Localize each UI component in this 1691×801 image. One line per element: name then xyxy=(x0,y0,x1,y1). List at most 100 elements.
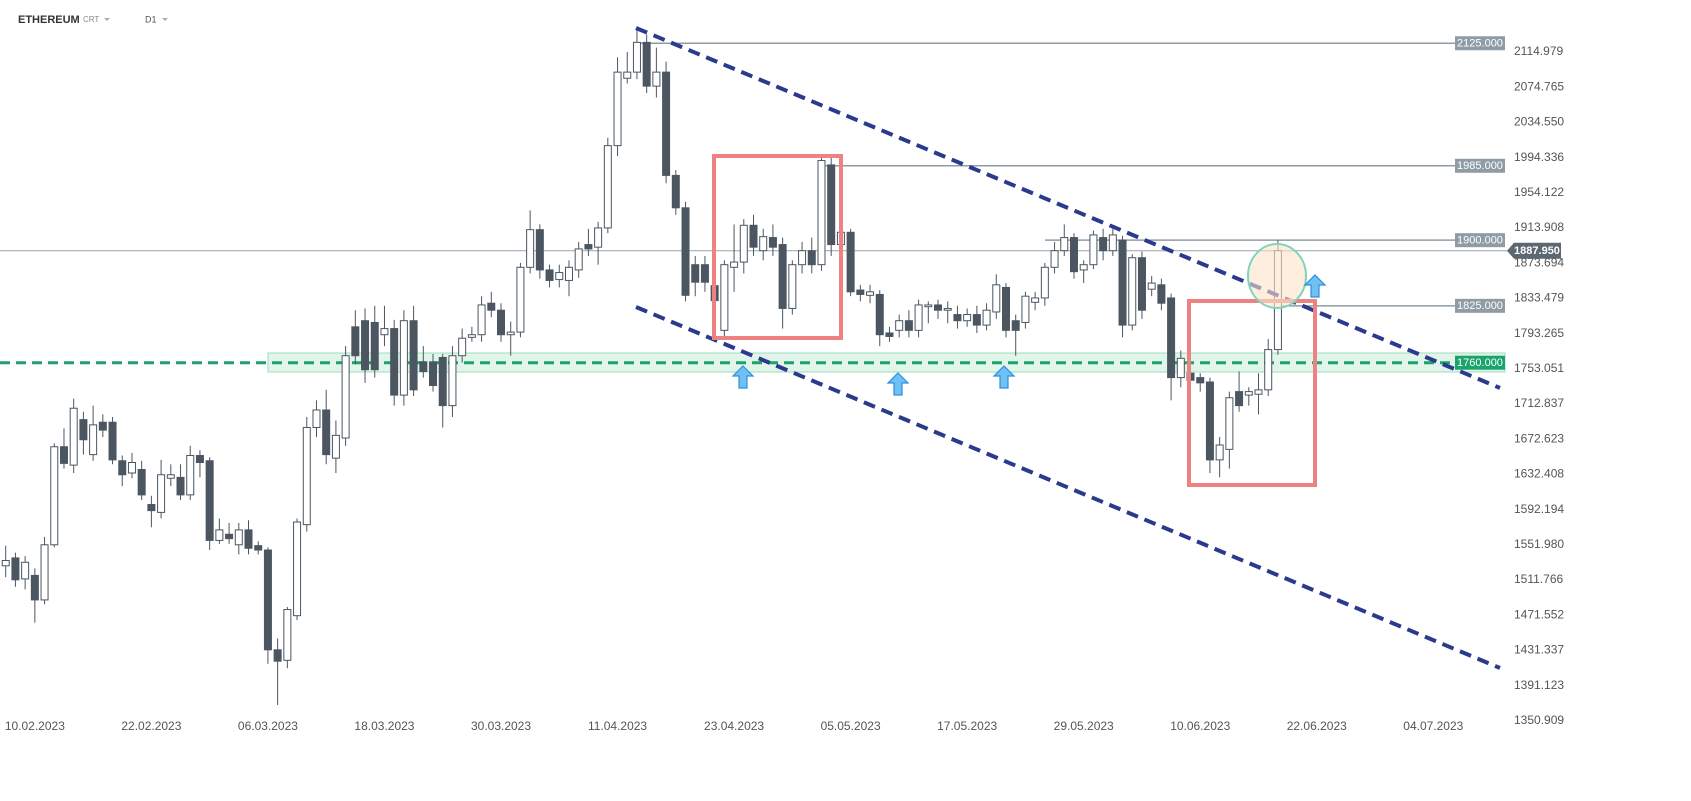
dropdown-caret[interactable] xyxy=(104,18,110,21)
candle-body xyxy=(914,304,923,331)
x-tick-label: 17.05.2023 xyxy=(937,719,997,733)
y-tick-label: 1511.766 xyxy=(1514,572,1563,586)
candle-body xyxy=(516,266,525,333)
candle-body xyxy=(982,309,991,326)
x-tick-label: 11.04.2023 xyxy=(588,719,647,733)
timeframe[interactable]: D1 xyxy=(145,14,157,24)
candle-body xyxy=(263,549,272,651)
candle-body xyxy=(234,529,243,546)
candle-body xyxy=(1176,357,1185,379)
candle-body xyxy=(157,474,166,513)
candle-body xyxy=(1060,237,1069,252)
y-tick-label: 1391.123 xyxy=(1514,678,1564,692)
candle-body xyxy=(1205,381,1214,461)
annotations xyxy=(635,26,1501,670)
candle-body xyxy=(98,421,107,431)
candle-body xyxy=(564,266,573,281)
candle-body xyxy=(166,474,175,479)
candle-body xyxy=(681,207,690,296)
level-label: 1985.000 xyxy=(1457,160,1503,172)
y-tick-label: 1592.194 xyxy=(1514,502,1564,516)
candle-body xyxy=(1108,234,1117,252)
candle-body xyxy=(1254,389,1263,395)
candle-body xyxy=(1011,320,1020,331)
candle-body xyxy=(1225,397,1234,450)
header: ETHEREUM CRT D1 xyxy=(18,14,168,26)
y-tick-label: 1471.552 xyxy=(1514,607,1564,621)
candle-body xyxy=(438,356,447,407)
candle-body xyxy=(866,291,875,296)
candle-body xyxy=(924,304,933,308)
candle-body xyxy=(1,560,10,567)
candle-body xyxy=(1244,391,1253,396)
candle-body xyxy=(953,314,962,322)
y-tick-label: 1753.051 xyxy=(1514,361,1564,375)
candle-body xyxy=(584,244,593,250)
candle-body xyxy=(477,304,486,336)
candle-body xyxy=(1147,282,1156,290)
candle-body xyxy=(186,454,195,496)
candle-body xyxy=(118,460,127,476)
candle-body xyxy=(380,328,389,336)
candle-body xyxy=(749,224,758,248)
candle-body xyxy=(798,250,807,266)
candle-body xyxy=(603,145,612,229)
x-tick-label: 22.06.2023 xyxy=(1287,719,1347,733)
last-price-tag xyxy=(1507,242,1561,259)
y-tick-label: 1994.336 xyxy=(1514,150,1564,164)
candle-body xyxy=(671,174,680,209)
candle-body xyxy=(613,71,622,147)
x-tick-label: 04.07.2023 xyxy=(1403,719,1463,733)
candle-body xyxy=(1069,237,1078,273)
candle-body xyxy=(59,446,68,464)
candle-body xyxy=(1050,250,1059,268)
candle-body xyxy=(856,289,865,295)
candle-body xyxy=(361,320,370,371)
instrument-type[interactable]: CRT xyxy=(83,15,99,24)
candle-body xyxy=(574,248,583,271)
candle-body xyxy=(79,419,88,441)
candle-body xyxy=(895,320,904,331)
candle-body xyxy=(399,320,408,396)
candle-body xyxy=(1089,234,1098,266)
level-label: 1900.000 xyxy=(1457,235,1503,247)
candle-body xyxy=(419,361,428,372)
level-tag xyxy=(1455,298,1505,313)
arrows xyxy=(731,274,1327,396)
x-tick-label: 06.03.2023 xyxy=(238,719,298,733)
dropdown-caret[interactable] xyxy=(162,18,168,21)
candle-body xyxy=(448,355,457,407)
candle-body xyxy=(283,609,292,661)
candle-body xyxy=(390,328,399,396)
candle-body xyxy=(1137,257,1146,311)
candle-body xyxy=(302,426,311,526)
candle-body xyxy=(875,293,884,336)
candle-body xyxy=(739,224,748,263)
candle-body xyxy=(11,557,20,581)
candle-body xyxy=(244,529,253,549)
x-tick-label: 18.03.2023 xyxy=(354,719,414,733)
candle-body xyxy=(409,320,418,391)
y-tick-label: 1632.408 xyxy=(1514,467,1564,481)
candle-body xyxy=(127,461,136,474)
candle-body xyxy=(21,561,30,580)
candle-body xyxy=(1002,286,1010,331)
candle-body xyxy=(691,264,700,283)
candle-body xyxy=(89,424,98,456)
candle-body xyxy=(846,231,855,293)
candle-body xyxy=(69,407,78,466)
candle-body xyxy=(759,236,768,252)
candle-body xyxy=(642,41,651,87)
y-tick-label: 1793.265 xyxy=(1514,326,1564,340)
up-arrow xyxy=(992,365,1016,389)
candle-body xyxy=(147,504,156,512)
level-tag xyxy=(1455,355,1505,370)
candle-body xyxy=(807,250,816,266)
candle-body xyxy=(992,284,1001,313)
x-tick-label: 05.05.2023 xyxy=(821,719,881,733)
trend-line-upper xyxy=(635,26,1501,390)
candle-body xyxy=(312,409,321,428)
highlight-circle xyxy=(1247,243,1307,309)
